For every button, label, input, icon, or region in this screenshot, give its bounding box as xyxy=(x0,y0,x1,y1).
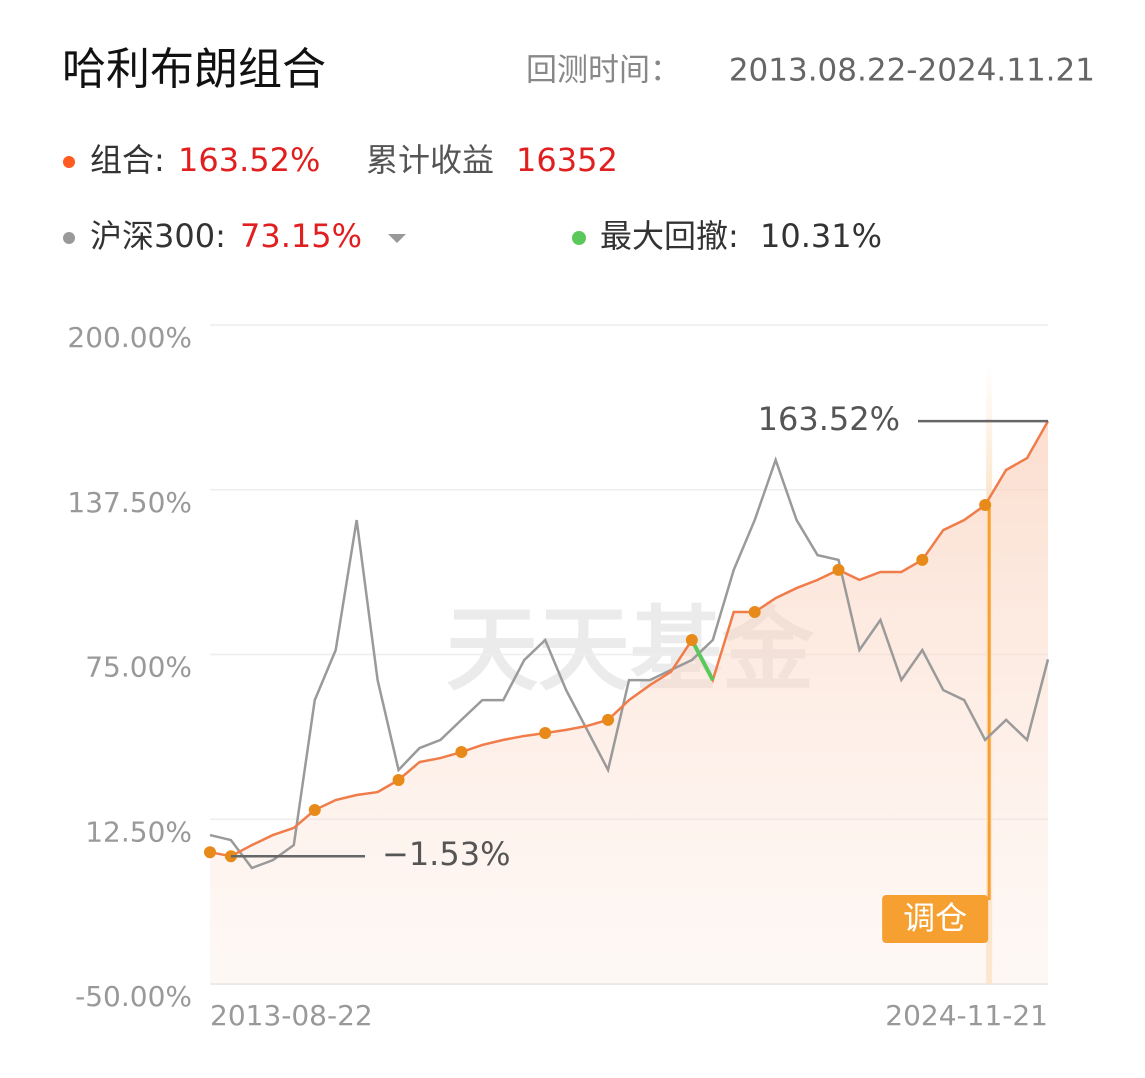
stat-value: 10.31% xyxy=(760,217,882,255)
stat-name: 沪深300: xyxy=(90,217,226,255)
plot: -50.00% 12.50% 75.00% 137.50% 200.00% 2013-08… xyxy=(67,321,1050,1032)
stat-name: 累计收益 xyxy=(366,141,494,179)
rebalance-dot xyxy=(392,773,405,786)
rebalance-dot xyxy=(602,713,615,726)
stat-value: 163.52% xyxy=(178,141,320,179)
rebalance-tag xyxy=(882,895,989,943)
period-label: 回测时间： xyxy=(526,53,681,89)
min-label: −1.53% xyxy=(382,835,510,873)
x-tick-label: 2013-08-22 xyxy=(210,999,373,1032)
series-line xyxy=(209,420,1050,858)
rebalance-dot xyxy=(539,727,552,740)
max-label: 163.52% xyxy=(758,400,900,438)
stat-name: 组合: xyxy=(90,141,165,179)
legend-dot xyxy=(63,156,75,168)
legend-dot xyxy=(63,232,75,244)
rebalance-dot xyxy=(204,846,216,859)
y-tick-label: -50.00% xyxy=(75,980,192,1013)
area xyxy=(210,421,1048,985)
stat-value: 16352 xyxy=(516,141,618,179)
rebalance-dot xyxy=(748,606,761,619)
dropdown[interactable] xyxy=(388,234,406,243)
stat-name: 最大回撤: xyxy=(600,217,739,255)
rebalance-dot xyxy=(979,499,992,512)
legend-dot xyxy=(572,231,586,245)
y-tick-label: 75.00% xyxy=(85,651,192,684)
rebalance-dot xyxy=(685,634,698,647)
rebalance-dot xyxy=(455,746,468,759)
drawdown xyxy=(690,639,715,681)
series-line xyxy=(209,456,1050,870)
y-tick-label: 200.00% xyxy=(67,321,192,354)
stat-value: 73.15% xyxy=(240,217,362,255)
y-tick-label: 137.50% xyxy=(67,486,192,519)
rebalance-dot xyxy=(916,553,929,566)
x-tick-label: 2024-11-21 xyxy=(885,999,1048,1032)
rebalance-label: 调仓 xyxy=(903,899,967,937)
rebalance-dot xyxy=(832,563,845,576)
period: 2013.08.22-2024.11.21 xyxy=(729,53,1095,89)
y-tick-label: 12.50% xyxy=(85,815,192,848)
rebalance-dot xyxy=(308,804,321,817)
title: 哈利布朗组合 xyxy=(62,44,326,95)
